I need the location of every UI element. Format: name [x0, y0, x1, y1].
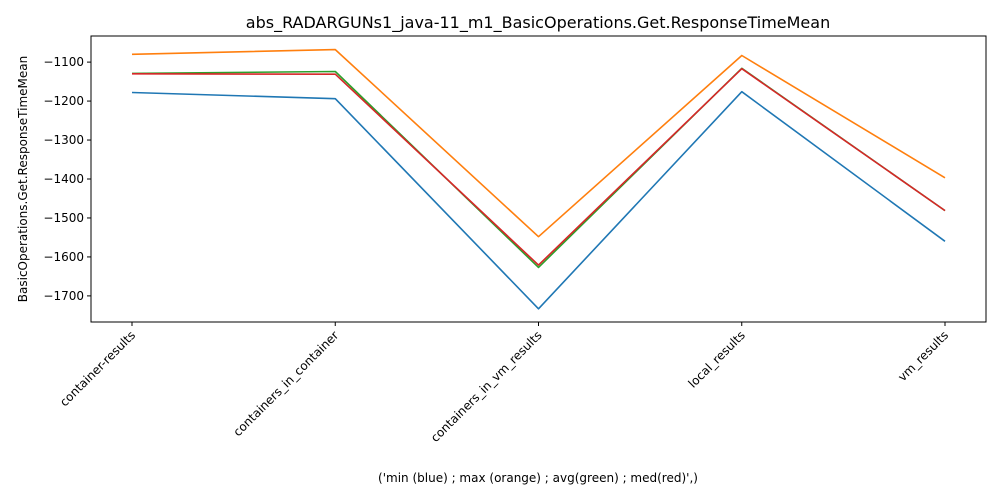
y-tick-label: −1400	[43, 172, 84, 186]
y-tick-label: −1700	[43, 289, 84, 303]
x-tick-label: vm_results	[895, 328, 951, 384]
plot-frame	[90, 35, 987, 323]
y-axis: −1700 −1600 −1500 −1400 −1300 −1200 −1100	[43, 55, 91, 303]
chart-title: abs_RADARGUNs1_java-11_m1_BasicOperation…	[246, 13, 830, 33]
y-tick-label: −1500	[43, 211, 84, 225]
x-tick-label: local_results	[686, 328, 748, 390]
series-line-1	[131, 48, 946, 238]
x-tick-label: containers_in_vm_results	[428, 328, 545, 445]
y-tick-label: −1100	[43, 55, 84, 69]
y-tick-label: −1200	[43, 94, 84, 108]
series-line-3	[131, 67, 946, 266]
x-tick-label: containers_in_container	[230, 328, 341, 439]
x-tick-label: container-results	[57, 328, 138, 409]
series-line-2	[131, 67, 946, 269]
series-lines	[131, 48, 946, 310]
y-axis-label: BasicOperations.Get.ResponseTimeMean	[16, 56, 30, 302]
series-line-0	[131, 90, 946, 310]
y-tick-label: −1600	[43, 250, 84, 264]
x-axis: container-results containers_in_container…	[57, 322, 951, 445]
x-axis-label: ('min (blue) ; max (orange) ; avg(green)…	[378, 471, 698, 485]
y-tick-label: −1300	[43, 133, 84, 147]
